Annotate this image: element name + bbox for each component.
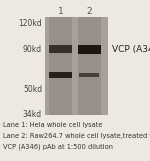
Text: 1: 1 [58, 7, 64, 16]
Bar [78, 45, 101, 54]
Bar [79, 73, 99, 77]
Bar [78, 17, 101, 115]
Text: Lane 1: Hela whole cell lysate: Lane 1: Hela whole cell lysate [3, 122, 102, 128]
Text: 34kd: 34kd [23, 110, 42, 119]
Bar [45, 17, 108, 115]
Bar [49, 17, 72, 115]
Text: 120kd: 120kd [18, 19, 42, 28]
Text: VCP (A346) pAb at 1:500 dilution: VCP (A346) pAb at 1:500 dilution [3, 143, 113, 150]
Bar [49, 72, 72, 78]
Text: 90kd: 90kd [23, 45, 42, 54]
Text: 2: 2 [86, 7, 92, 16]
Bar [49, 45, 72, 53]
Text: Lane 2: Raw264.7 whole cell lysate,treated with LPS: Lane 2: Raw264.7 whole cell lysate,treat… [3, 133, 150, 138]
Text: 50kd: 50kd [23, 85, 42, 94]
Text: VCP (A346): VCP (A346) [112, 45, 150, 54]
